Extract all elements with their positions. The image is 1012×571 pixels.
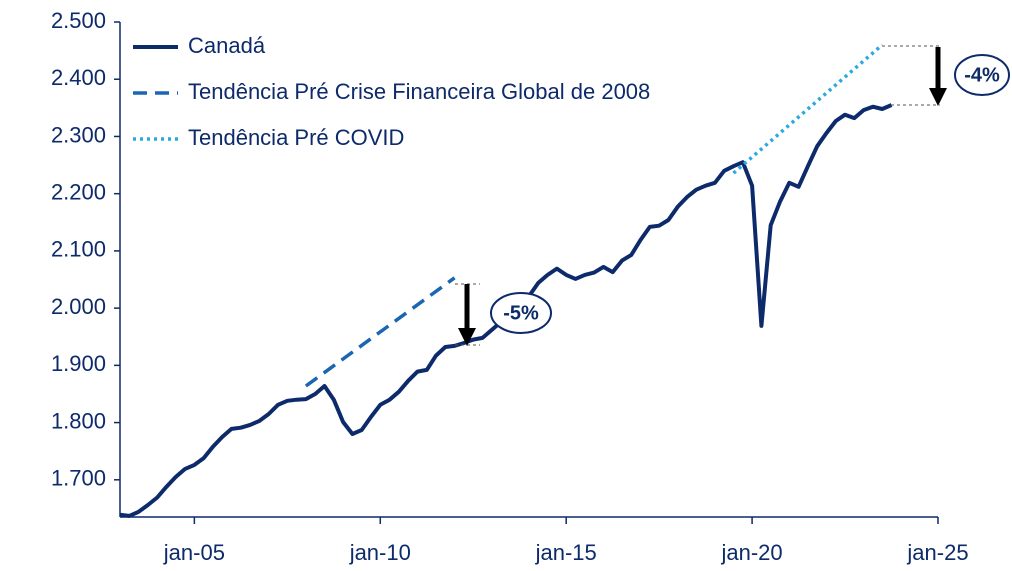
arrow-head — [458, 328, 476, 346]
x-tick-label: jan-20 — [721, 540, 783, 565]
y-tick-label: 2.100 — [51, 237, 106, 262]
y-tick-label: 2.500 — [51, 8, 106, 33]
y-tick-label: 1.900 — [51, 351, 106, 376]
badge — [490, 292, 552, 334]
x-tick-label: jan-10 — [349, 540, 411, 565]
y-tick-label: 2.300 — [51, 122, 106, 147]
y-tick-label: 2.400 — [51, 65, 106, 90]
x-tick-label: jan-15 — [535, 540, 597, 565]
x-tick-label: jan-05 — [163, 540, 225, 565]
badge — [954, 54, 1010, 96]
legend-label: Tendência Pré COVID — [188, 125, 404, 150]
series-line — [732, 43, 884, 175]
arrow-head — [929, 88, 947, 106]
legend-label: Canadá — [188, 33, 266, 58]
y-tick-label: 1.700 — [51, 466, 106, 491]
legend-label: Tendência Pré Crise Financeira Global de… — [188, 79, 650, 104]
annotation-group: -5% -4% — [455, 45, 1010, 346]
y-tick-label: 2.000 — [51, 294, 106, 319]
y-tick-label: 2.200 — [51, 179, 106, 204]
y-tick-label: 1.800 — [51, 408, 106, 433]
annotation: -5% — [503, 302, 539, 324]
annotation: -4% — [964, 64, 1000, 86]
x-tick-label: jan-25 — [906, 540, 968, 565]
series-line — [304, 276, 456, 388]
